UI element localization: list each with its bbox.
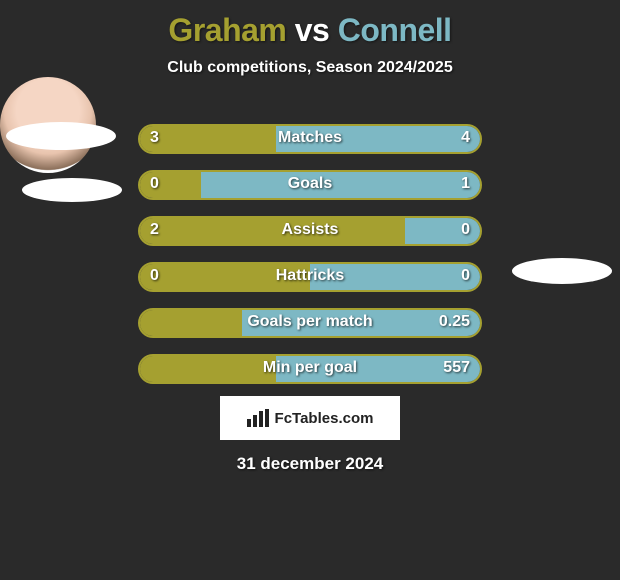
stat-fill-right xyxy=(276,126,480,152)
player2-avatar-shadow xyxy=(512,258,612,284)
bar-chart-icon xyxy=(247,409,269,427)
stat-row: Goals per match0.25 xyxy=(138,308,482,338)
stat-fill-right xyxy=(405,218,480,244)
vs-label: vs xyxy=(295,12,330,48)
stat-row: Min per goal557 xyxy=(138,354,482,384)
stat-fill-right xyxy=(201,172,480,198)
stat-row: 2Assists0 xyxy=(138,216,482,246)
player1-avatar-shadow xyxy=(22,178,122,202)
stat-fill-left xyxy=(140,172,201,198)
player1-name: Graham xyxy=(168,12,286,48)
stat-fill-left xyxy=(140,218,405,244)
stat-fill-left xyxy=(140,310,242,336)
stat-fill-left xyxy=(140,264,310,290)
logo-text: FcTables.com xyxy=(275,410,374,427)
stat-row: 0Hattricks0 xyxy=(138,262,482,292)
subtitle: Club competitions, Season 2024/2025 xyxy=(0,59,620,77)
player1-avatar-shape xyxy=(6,122,116,150)
source-logo: FcTables.com xyxy=(220,396,400,440)
page-title: Graham vs Connell xyxy=(0,0,620,49)
stat-fill-left xyxy=(140,356,276,382)
stats-bars: 3Matches4 0Goals1 2Assists0 0Hattricks0 Goal… xyxy=(138,124,482,400)
comparison-card: Graham vs Connell Club competitions, Sea… xyxy=(0,0,620,580)
player2-name: Connell xyxy=(338,12,452,48)
stat-fill-right xyxy=(242,310,480,336)
stat-row: 0Goals1 xyxy=(138,170,482,200)
stat-fill-right xyxy=(310,264,480,290)
stat-fill-left xyxy=(140,126,276,152)
stat-row: 3Matches4 xyxy=(138,124,482,154)
date: 31 december 2024 xyxy=(0,454,620,474)
stat-fill-right xyxy=(276,356,480,382)
